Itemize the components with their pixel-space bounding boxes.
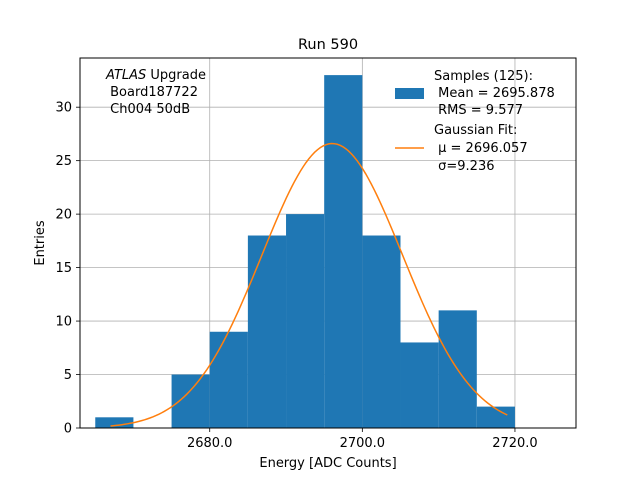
histogram-bar	[400, 342, 439, 428]
annotation-line-2: Board187722	[106, 85, 198, 100]
y-tick-label: 5	[64, 368, 72, 383]
x-axis: 2680.0 2700.0 2720.0	[187, 428, 538, 451]
legend-fit-sigma: σ=9.236	[434, 159, 494, 174]
histogram-bar	[171, 374, 210, 428]
legend-fit-mu: μ = 2696.057	[434, 141, 528, 156]
annotation-line-1: ATLAS Upgrade	[105, 68, 206, 83]
experiment-annotation: ATLAS Upgrade Board187722 Ch004 50dB	[105, 68, 206, 117]
y-tick-label: 30	[55, 101, 72, 116]
legend: Samples (125): Mean = 2695.878 RMS = 9.5…	[395, 69, 555, 174]
histogram-bar	[286, 214, 325, 428]
histogram-bar	[95, 417, 134, 428]
legend-samples-swatch	[395, 88, 424, 99]
x-tick-label: 2720.0	[492, 436, 538, 451]
histogram-bar	[476, 406, 515, 428]
annotation-upgrade: Upgrade	[146, 68, 206, 83]
legend-samples-mean: Mean = 2695.878	[434, 86, 555, 101]
y-tick-label: 0	[64, 422, 72, 437]
legend-fit-title: Gaussian Fit:	[434, 123, 517, 138]
legend-samples-title: Samples (125):	[434, 69, 533, 84]
annotation-atlas: ATLAS	[105, 68, 146, 83]
gaussian-fit-curve	[110, 142, 508, 427]
plot-frame	[79, 57, 577, 429]
legend-samples-rms: RMS = 9.577	[434, 103, 523, 118]
y-tick-label: 25	[55, 154, 72, 169]
histogram-bar	[247, 235, 287, 428]
chart-title: Run 590	[298, 37, 358, 53]
x-axis-label: Energy [ADC Counts]	[259, 456, 396, 471]
y-tick-label: 10	[55, 315, 72, 330]
annotation-line-3: Ch004 50dB	[106, 102, 190, 117]
y-tick-label: 20	[55, 208, 72, 223]
x-tick-label: 2700.0	[340, 436, 386, 451]
histogram-bar	[209, 331, 248, 428]
y-tick-label: 15	[55, 261, 72, 276]
y-axis-label: Entries	[33, 220, 48, 266]
histogram-bar	[362, 235, 401, 428]
y-axis: 0 5 10 15 20 25 30	[55, 101, 80, 437]
histogram-bar	[324, 75, 363, 428]
x-tick-label: 2680.0	[187, 436, 233, 451]
